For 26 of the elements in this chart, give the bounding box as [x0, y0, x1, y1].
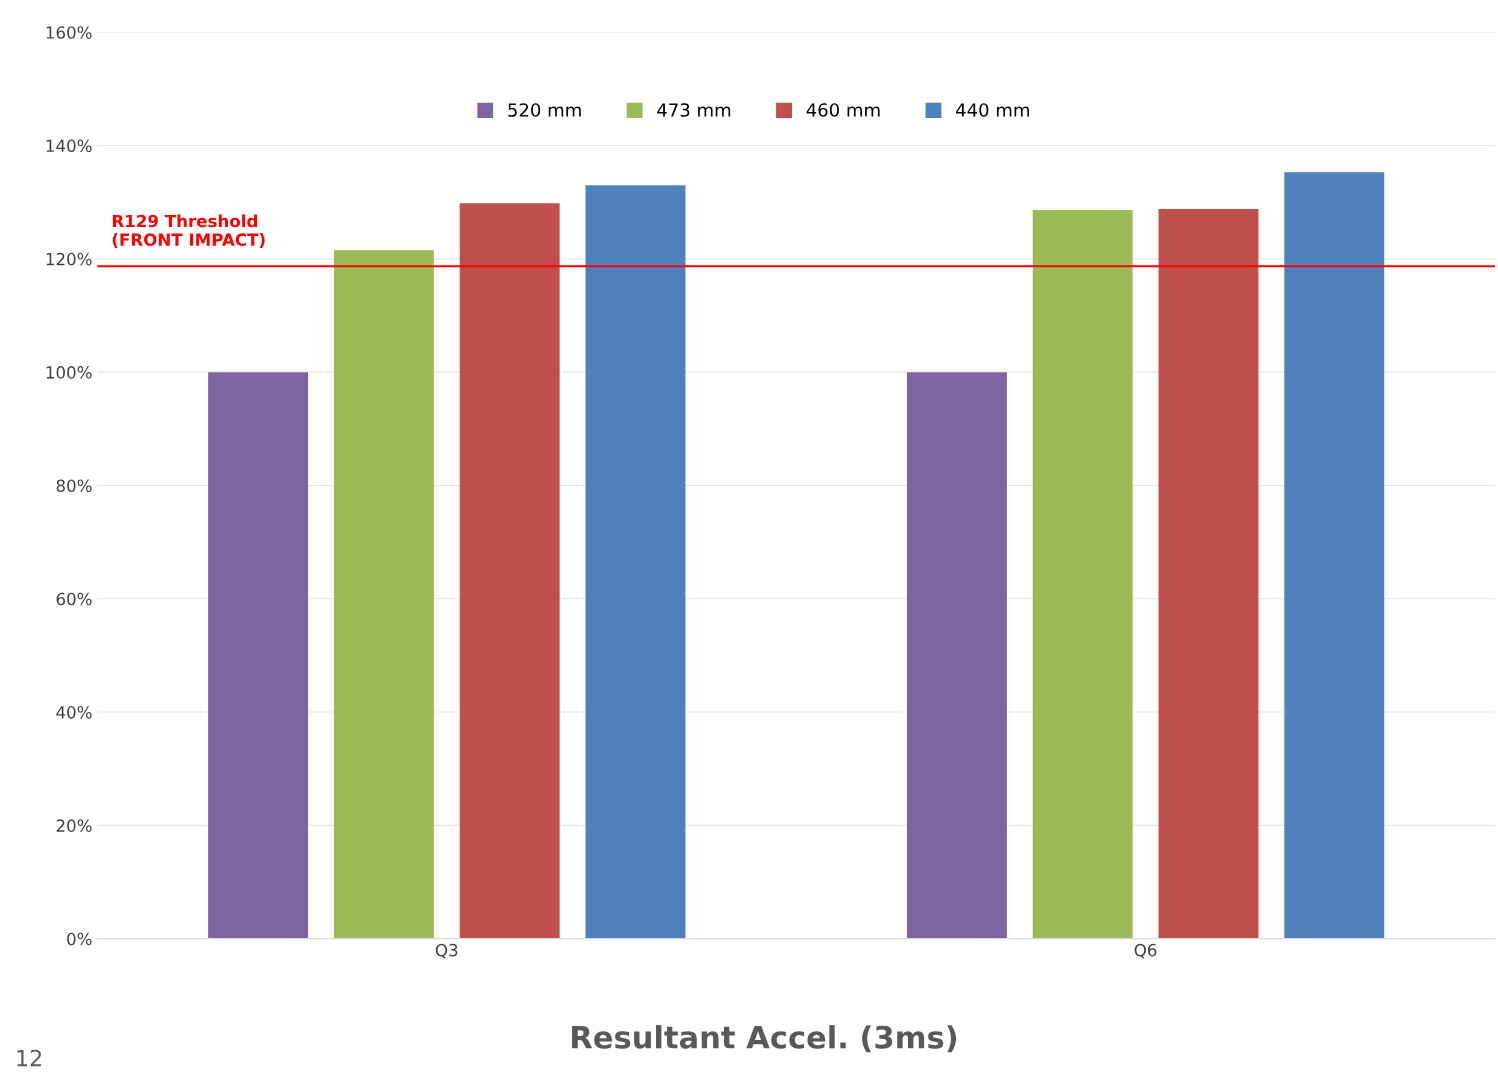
y-tick-label: 20% [56, 819, 92, 832]
text: 12 [17, 1049, 42, 1067]
legend-label: 440 mm [956, 103, 1029, 117]
bar [1032, 210, 1133, 939]
x-tick-label: Q6 [1134, 943, 1157, 959]
x-tick-label: Q3 [435, 943, 458, 959]
y-tick-label: 80% [56, 479, 92, 493]
bar [208, 372, 309, 939]
bar [459, 203, 560, 939]
y-tick-label: 120% [46, 252, 92, 266]
ref-line-label: R129 Threshold (FRONT IMPACT) [112, 214, 265, 248]
y-tick-label: 100% [46, 366, 92, 379]
legend-label: 460 mm [806, 103, 880, 117]
legend-label: 520 mm [508, 103, 581, 117]
y-tick-label: 0% [67, 932, 92, 946]
bar [1284, 172, 1385, 939]
y-tick-label: 140% [46, 139, 92, 153]
y-tick-label: 160% [46, 26, 92, 39]
bar [333, 250, 434, 939]
y-tick-label: 40% [56, 706, 92, 719]
text: Resultant Accel. (3ms) [572, 1025, 957, 1053]
bar [1158, 208, 1259, 939]
bar [585, 185, 686, 939]
legend-label: 473 mm [657, 103, 731, 117]
bar [906, 372, 1007, 939]
y-tick-label: 60% [56, 592, 92, 606]
